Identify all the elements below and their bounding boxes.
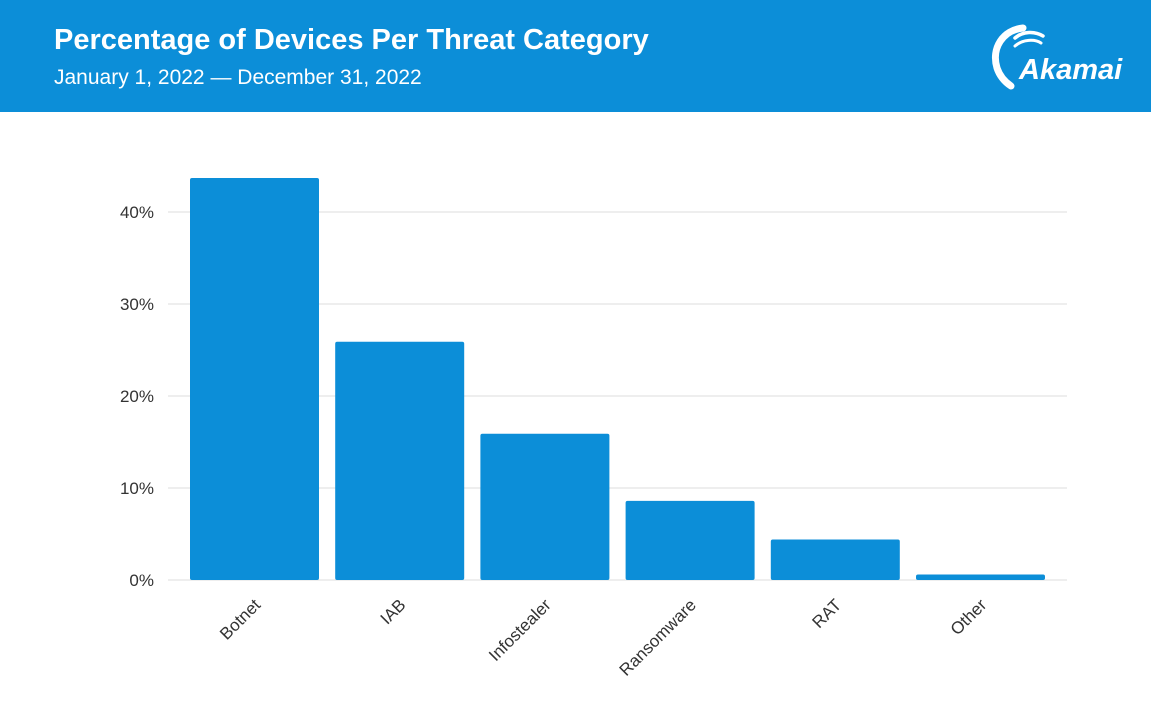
y-tick-label: 10% (120, 479, 154, 498)
akamai-logo-text: Akamai (1018, 54, 1123, 86)
x-tick-label: Botnet (216, 595, 264, 643)
akamai-wave-icon (992, 24, 1045, 90)
y-axis-ticks: 0% 10% 20% 30% 40% (120, 203, 154, 590)
bar-rat (770, 539, 900, 580)
chart-header: Percentage of Devices Per Threat Categor… (0, 0, 1151, 112)
y-tick-label: 0% (129, 571, 154, 590)
bar-other (916, 574, 1045, 580)
x-tick-label: IAB (377, 595, 410, 628)
x-tick-label: Ransomware (616, 595, 700, 679)
y-tick-label: 40% (120, 203, 154, 222)
akamai-logo: Akamai (992, 24, 1123, 90)
chart-title: Percentage of Devices Per Threat Categor… (54, 24, 649, 56)
bar-chart: 0% 10% 20% 30% 40% Botnet IAB Infostealer Ranso… (120, 177, 1067, 680)
y-tick-label: 20% (120, 387, 154, 406)
bar-iab (335, 341, 465, 580)
x-axis-ticks: Botnet IAB Infostealer Ransomware RAT Other (216, 595, 990, 679)
x-tick-label: Other (947, 595, 991, 639)
x-tick-label: Infostealer (485, 595, 555, 665)
bar-infostealer (480, 433, 610, 580)
chart-subtitle: January 1, 2022 — December 31, 2022 (54, 66, 422, 89)
bar-botnet (190, 177, 319, 580)
bar-ransomware (625, 500, 755, 580)
x-tick-label: RAT (809, 595, 846, 632)
y-tick-label: 30% (120, 295, 154, 314)
bars (190, 177, 1045, 580)
